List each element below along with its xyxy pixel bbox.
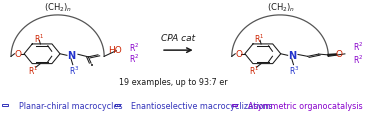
Text: R$^2$: R$^2$ <box>353 53 364 66</box>
FancyBboxPatch shape <box>115 104 120 106</box>
Text: HO: HO <box>108 46 121 55</box>
Text: R$^1$: R$^1$ <box>249 64 259 76</box>
Text: N: N <box>288 51 296 61</box>
Text: Enantioselective macrocyclizations: Enantioselective macrocyclizations <box>131 101 272 110</box>
Text: (CH$_2$)$_n$: (CH$_2$)$_n$ <box>266 1 295 14</box>
Text: CPA cat: CPA cat <box>161 34 195 43</box>
FancyBboxPatch shape <box>232 104 237 106</box>
Text: Asymmetric organocatalysis: Asymmetric organocatalysis <box>248 101 363 110</box>
Text: O: O <box>235 50 242 59</box>
Text: N: N <box>67 51 75 61</box>
Text: 19 examples, up to 93:7 er: 19 examples, up to 93:7 er <box>119 77 228 86</box>
Text: R$^3$: R$^3$ <box>69 64 79 76</box>
Text: O: O <box>14 50 22 59</box>
Text: (CH$_2$)$_n$: (CH$_2$)$_n$ <box>44 1 72 14</box>
Text: R$^3$: R$^3$ <box>289 64 300 76</box>
FancyBboxPatch shape <box>2 104 8 106</box>
Text: R$^1$: R$^1$ <box>254 33 265 45</box>
Text: R$^1$: R$^1$ <box>34 33 44 45</box>
Text: •: • <box>90 63 94 69</box>
Text: R$^2$: R$^2$ <box>129 52 139 65</box>
Text: O: O <box>336 50 343 59</box>
Text: Planar-chiral macrocycles: Planar-chiral macrocycles <box>19 101 122 110</box>
Text: R$^1$: R$^1$ <box>28 64 39 76</box>
Text: R$^2$: R$^2$ <box>129 41 139 54</box>
Text: R$^2$: R$^2$ <box>353 41 364 53</box>
